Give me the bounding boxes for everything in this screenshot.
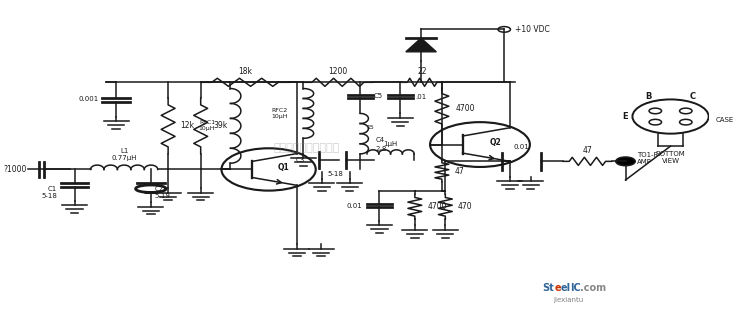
Text: 4700: 4700 — [456, 104, 475, 113]
Text: 0.001: 0.001 — [79, 96, 99, 102]
Text: C2
5-19: C2 5-19 — [154, 186, 170, 199]
Text: 47: 47 — [454, 166, 464, 176]
Circle shape — [649, 108, 661, 114]
Text: 39k: 39k — [213, 122, 228, 130]
Text: IC: IC — [570, 283, 581, 293]
Text: St: St — [542, 283, 554, 293]
Text: el: el — [560, 283, 570, 293]
Circle shape — [680, 119, 692, 125]
Text: L1
0.77μH: L1 0.77μH — [112, 148, 137, 161]
Text: C5: C5 — [374, 93, 383, 99]
Text: 12k: 12k — [181, 122, 195, 130]
Text: ?1000: ?1000 — [4, 165, 26, 174]
Text: B: B — [645, 92, 652, 101]
Polygon shape — [406, 38, 436, 52]
Text: 4700: 4700 — [427, 202, 447, 211]
Text: 0.01: 0.01 — [346, 203, 362, 209]
Text: TO1-F
AMP: TO1-F AMP — [636, 152, 657, 165]
Text: 0.01: 0.01 — [514, 144, 529, 150]
Text: .com: .com — [581, 283, 606, 293]
Text: 22: 22 — [418, 67, 427, 76]
Text: E: E — [622, 112, 628, 121]
Text: 15: 15 — [366, 125, 374, 130]
Text: 2-8: 2-8 — [375, 146, 387, 152]
Text: BOTTOM
VIEW: BOTTOM VIEW — [655, 151, 686, 164]
Text: CASE: CASE — [716, 117, 734, 123]
Text: 18k: 18k — [238, 67, 252, 76]
Text: RFC2
10μH: RFC2 10μH — [272, 108, 288, 119]
Text: C1
5-18: C1 5-18 — [41, 186, 57, 199]
Text: +10 VDC: +10 VDC — [515, 25, 549, 34]
Text: Q2: Q2 — [490, 138, 502, 147]
Circle shape — [680, 108, 692, 114]
Text: e: e — [555, 283, 562, 293]
Text: 470: 470 — [458, 202, 473, 211]
Text: 5-18: 5-18 — [328, 171, 344, 177]
Text: C3: C3 — [295, 157, 305, 163]
Text: 1μH: 1μH — [383, 141, 398, 147]
Text: 47: 47 — [583, 146, 592, 155]
Text: 杭州峪睿科技有限公司: 杭州峪睿科技有限公司 — [274, 143, 340, 153]
Circle shape — [649, 119, 661, 125]
Text: 1200: 1200 — [328, 67, 347, 76]
Circle shape — [616, 157, 635, 166]
Text: C4: C4 — [375, 137, 385, 143]
Text: jiexiantu: jiexiantu — [553, 297, 584, 303]
Text: .01: .01 — [415, 94, 426, 100]
Text: RFC1
10μH: RFC1 10μH — [199, 121, 215, 131]
Text: Q1: Q1 — [278, 163, 290, 172]
Text: C: C — [690, 92, 696, 101]
